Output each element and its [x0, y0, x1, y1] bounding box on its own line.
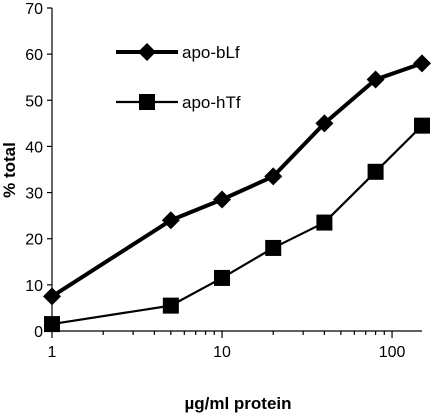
- y-tick-label: 0: [34, 324, 43, 341]
- x-axis-title: µg/ml protein: [184, 394, 291, 413]
- legend-label: apo-bLf: [182, 43, 240, 62]
- data-point: [162, 297, 179, 314]
- series-line: [51, 124, 423, 326]
- data-point: [213, 190, 232, 209]
- y-ticks: 0 10 20 30 40 50 60 70: [25, 1, 52, 341]
- legend-label: apo-hTf: [182, 93, 241, 112]
- data-point: [43, 287, 61, 306]
- data-point: [316, 214, 333, 231]
- legend-marker: [139, 94, 155, 110]
- data-point: [265, 239, 282, 256]
- series-apo-htf: [44, 117, 430, 333]
- y-tick-label: 10: [25, 278, 43, 295]
- data-point: [367, 163, 384, 180]
- y-tick-label: 60: [25, 47, 43, 64]
- series-layer: [43, 54, 431, 333]
- data-point: [214, 269, 231, 286]
- y-tick-label: 70: [25, 1, 43, 18]
- y-axis-title: % total: [0, 142, 19, 198]
- series-apo-blf: [43, 54, 431, 306]
- data-point: [414, 117, 430, 134]
- x-tick-label: 100: [379, 344, 406, 361]
- y-tick-label: 40: [25, 139, 43, 156]
- legend-item-apo-blf: apo-bLf: [116, 43, 240, 62]
- data-point: [264, 167, 283, 186]
- legend-item-apo-htf: apo-hTf: [116, 93, 241, 112]
- y-tick-label: 30: [25, 186, 43, 203]
- data-point: [161, 211, 180, 230]
- y-tick-label: 50: [25, 93, 43, 110]
- x-tick-label: 1: [48, 344, 57, 361]
- axes: [51, 8, 422, 332]
- data-point: [413, 54, 431, 73]
- legend: apo-bLf apo-hTf: [116, 43, 241, 112]
- x-tick-label: 10: [213, 344, 231, 361]
- data-point: [366, 70, 385, 89]
- data-point: [44, 316, 60, 333]
- x-ticks: 1 10 100: [48, 331, 406, 361]
- data-point: [315, 114, 334, 133]
- legend-marker: [138, 43, 156, 61]
- y-tick-label: 20: [25, 232, 43, 249]
